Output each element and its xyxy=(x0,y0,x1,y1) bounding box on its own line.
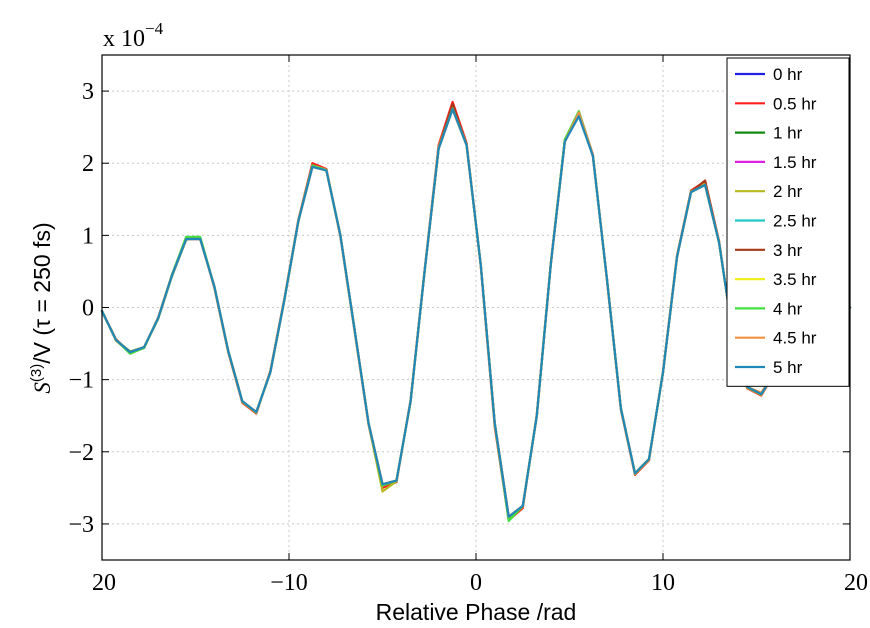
grid xyxy=(102,55,850,560)
y-tick-label: 0 xyxy=(82,296,94,322)
x-tick-label: 10 xyxy=(651,570,675,596)
y-tick-label: −2 xyxy=(68,440,94,466)
y-tick-label: −3 xyxy=(68,512,94,538)
legend-label: 0.5 hr xyxy=(773,94,817,113)
y-tick-label: 1 xyxy=(82,223,94,249)
legend-label: 3 hr xyxy=(773,241,803,260)
y-multiplier-label: x 10−4 xyxy=(103,19,164,52)
legend-label: 4 hr xyxy=(773,299,803,318)
y-tick-label: −1 xyxy=(68,368,94,394)
y-tick-label: 2 xyxy=(82,151,94,177)
x-tick-label: 20 xyxy=(844,570,868,596)
y-tick-label: 3 xyxy=(82,79,94,105)
legend-label: 0 hr xyxy=(773,65,803,84)
x-tick-label: 0 xyxy=(470,570,482,596)
legend-label: 1.5 hr xyxy=(773,153,817,172)
y-axis-label: S(3)/V (τ = 250 fs) xyxy=(28,222,55,393)
x-tick-label: −10 xyxy=(270,570,308,596)
x-tick-label: 20 xyxy=(92,570,116,596)
legend: 0 hr 0.5 hr 1 hr 1.5 hr 2 hr 2.5 hr 3 hr 3.5 hr… xyxy=(726,57,850,387)
legend-label: 5 hr xyxy=(773,358,803,377)
x-axis-label: Relative Phase /rad xyxy=(376,599,577,625)
legend-label: 2.5 hr xyxy=(773,212,817,231)
legend-label: 4.5 hr xyxy=(773,329,817,348)
legend-label: 1 hr xyxy=(773,124,803,143)
legend-label: 3.5 hr xyxy=(773,270,817,289)
legend-box xyxy=(726,57,850,387)
legend-label: 2 hr xyxy=(773,182,803,201)
